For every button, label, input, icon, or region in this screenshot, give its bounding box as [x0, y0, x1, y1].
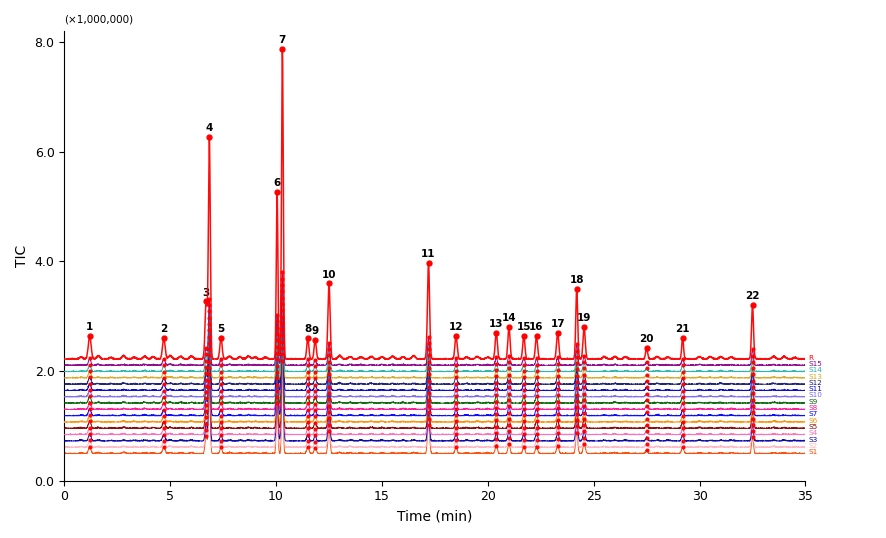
Text: S10: S10 [809, 393, 822, 399]
Text: 12: 12 [449, 322, 463, 332]
Text: S3: S3 [809, 437, 818, 443]
Text: 4: 4 [206, 123, 213, 133]
Text: S6: S6 [809, 417, 818, 424]
Text: 20: 20 [640, 334, 654, 344]
Text: 13: 13 [489, 319, 503, 329]
Text: 22: 22 [745, 292, 760, 301]
Text: 16: 16 [529, 322, 544, 332]
Text: 2: 2 [160, 324, 167, 334]
Text: 7: 7 [279, 36, 286, 46]
Text: S14: S14 [809, 367, 822, 373]
Text: 19: 19 [577, 314, 591, 323]
Text: S13: S13 [809, 373, 822, 380]
Text: 17: 17 [550, 319, 565, 329]
Text: 9: 9 [312, 326, 319, 336]
Text: S12: S12 [809, 380, 822, 386]
Text: S11: S11 [809, 386, 822, 392]
Text: 1: 1 [86, 322, 93, 332]
Text: S15: S15 [809, 361, 822, 367]
Text: 6: 6 [274, 178, 281, 188]
Text: S7: S7 [809, 412, 818, 417]
Text: 5: 5 [217, 324, 225, 334]
Text: 21: 21 [675, 324, 690, 334]
Y-axis label: TIC: TIC [15, 245, 29, 267]
Text: 11: 11 [421, 249, 436, 259]
Text: S8: S8 [809, 405, 818, 411]
Text: 3: 3 [203, 288, 210, 298]
Text: S5: S5 [809, 424, 818, 430]
Text: R: R [809, 355, 813, 360]
Text: 8: 8 [304, 324, 312, 334]
Text: 18: 18 [570, 275, 584, 285]
Text: 14: 14 [501, 314, 517, 323]
Text: S9: S9 [809, 399, 818, 405]
Text: 15: 15 [517, 322, 531, 332]
Text: (×1,000,000): (×1,000,000) [65, 15, 134, 24]
Text: 10: 10 [322, 270, 336, 280]
X-axis label: Time (min): Time (min) [397, 509, 472, 523]
Text: S1: S1 [809, 449, 818, 455]
Text: S4: S4 [809, 430, 818, 436]
Text: S2: S2 [809, 443, 818, 449]
